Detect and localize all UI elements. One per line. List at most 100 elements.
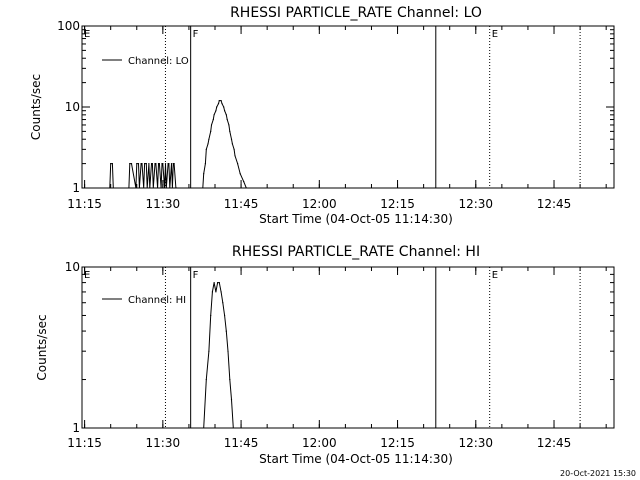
x-tick-label: 11:15 xyxy=(67,197,102,211)
event-annotation: E xyxy=(492,270,498,281)
data-point xyxy=(137,163,140,165)
data-point xyxy=(171,187,173,188)
data-point xyxy=(145,163,147,165)
data-point xyxy=(218,282,220,284)
data-point xyxy=(164,163,167,165)
data-point xyxy=(212,118,214,121)
event-annotation: E xyxy=(84,29,90,40)
data-point xyxy=(217,103,220,105)
data-point xyxy=(224,314,226,317)
data-point xyxy=(151,163,153,165)
event-annotation: F xyxy=(193,29,199,40)
data-point xyxy=(230,399,233,401)
data-point xyxy=(157,187,159,188)
data-point xyxy=(164,187,166,188)
data-point xyxy=(205,378,207,381)
data-point xyxy=(221,103,223,105)
x-tick-label: 12:00 xyxy=(302,197,337,211)
data-point xyxy=(148,163,150,165)
data-point xyxy=(143,187,145,188)
data-point xyxy=(176,187,178,188)
series-line-hi xyxy=(203,282,234,428)
y-tick-label: 1 xyxy=(72,421,80,435)
x-tick-label: 11:45 xyxy=(224,436,259,450)
data-point xyxy=(136,163,138,165)
data-point xyxy=(226,118,228,121)
chart-panel-lo: RHESSI PARTICLE_RATE Channel: LO 1 10 100 11… xyxy=(29,5,615,226)
data-point xyxy=(158,163,160,165)
data-point xyxy=(173,163,175,165)
data-point xyxy=(217,282,219,284)
data-point xyxy=(234,155,236,157)
data-point xyxy=(220,291,222,293)
data-point xyxy=(208,138,210,140)
data-point xyxy=(149,187,151,188)
data-point xyxy=(175,187,177,188)
chart-title: RHESSI PARTICLE_RATE Channel: HI xyxy=(232,244,480,260)
x-tick-label: 12:30 xyxy=(458,436,493,450)
data-point xyxy=(210,124,213,126)
data-point xyxy=(138,187,140,188)
y-tick-label: 1 xyxy=(72,181,80,195)
data-point xyxy=(146,187,148,188)
footer-timestamp: 20-Oct-2021 15:30 xyxy=(560,469,636,478)
data-point xyxy=(165,187,167,188)
data-point xyxy=(154,163,156,165)
data-point xyxy=(140,163,142,165)
y-tick-label: 10 xyxy=(65,260,80,274)
data-point xyxy=(128,187,130,188)
x-tick-label: 12:30 xyxy=(458,197,493,211)
data-point xyxy=(162,163,164,165)
data-point xyxy=(129,163,131,165)
data-point xyxy=(170,163,173,165)
data-point xyxy=(152,187,154,188)
data-point xyxy=(208,350,210,352)
data-point xyxy=(207,143,209,145)
data-point xyxy=(155,163,157,165)
data-point xyxy=(135,187,137,188)
x-tick-label: 12:15 xyxy=(380,197,415,211)
y-axis-label: Counts/sec xyxy=(35,314,49,380)
data-point xyxy=(109,187,111,188)
legend-label: Channel: HI xyxy=(128,295,186,306)
data-point xyxy=(228,124,230,126)
x-tick-label: 11:30 xyxy=(146,197,181,211)
data-point xyxy=(205,148,207,150)
y-tick-label: 100 xyxy=(57,19,80,33)
data-point xyxy=(220,100,222,102)
data-point xyxy=(213,114,215,116)
data-point xyxy=(213,282,215,284)
data-point xyxy=(112,187,114,188)
data-point xyxy=(216,106,218,108)
data-point xyxy=(110,163,112,165)
chart-panel-hi: RHESSI PARTICLE_RATE Channel: HI 1 10 11:15… xyxy=(35,244,615,466)
data-point xyxy=(224,110,226,112)
data-point xyxy=(169,187,171,188)
data-point xyxy=(150,163,153,165)
data-point xyxy=(144,163,146,165)
data-point xyxy=(222,302,224,304)
data-point xyxy=(203,173,205,175)
x-tick-label: 12:45 xyxy=(537,197,572,211)
x-axis-label: Start Time (04-Oct-05 11:14:30) xyxy=(259,212,453,226)
x-tick-label: 11:30 xyxy=(146,436,181,450)
data-point xyxy=(223,106,225,108)
x-tick-label: 12:15 xyxy=(380,436,415,450)
legend-label: Channel: LO xyxy=(128,56,189,67)
event-annotation: E xyxy=(84,270,90,281)
data-point xyxy=(210,314,212,317)
chart-title: RHESSI PARTICLE_RATE Channel: LO xyxy=(230,5,482,21)
data-point xyxy=(232,427,234,428)
x-axis-label: Start Time (04-Oct-05 11:14:30) xyxy=(259,452,453,466)
data-point xyxy=(233,148,235,150)
data-point xyxy=(157,163,160,165)
data-point xyxy=(237,163,239,165)
data-point xyxy=(168,163,170,165)
data-point xyxy=(215,291,217,293)
data-point xyxy=(141,163,143,165)
data-point xyxy=(243,181,245,183)
data-point xyxy=(160,187,162,188)
data-point xyxy=(225,330,227,332)
